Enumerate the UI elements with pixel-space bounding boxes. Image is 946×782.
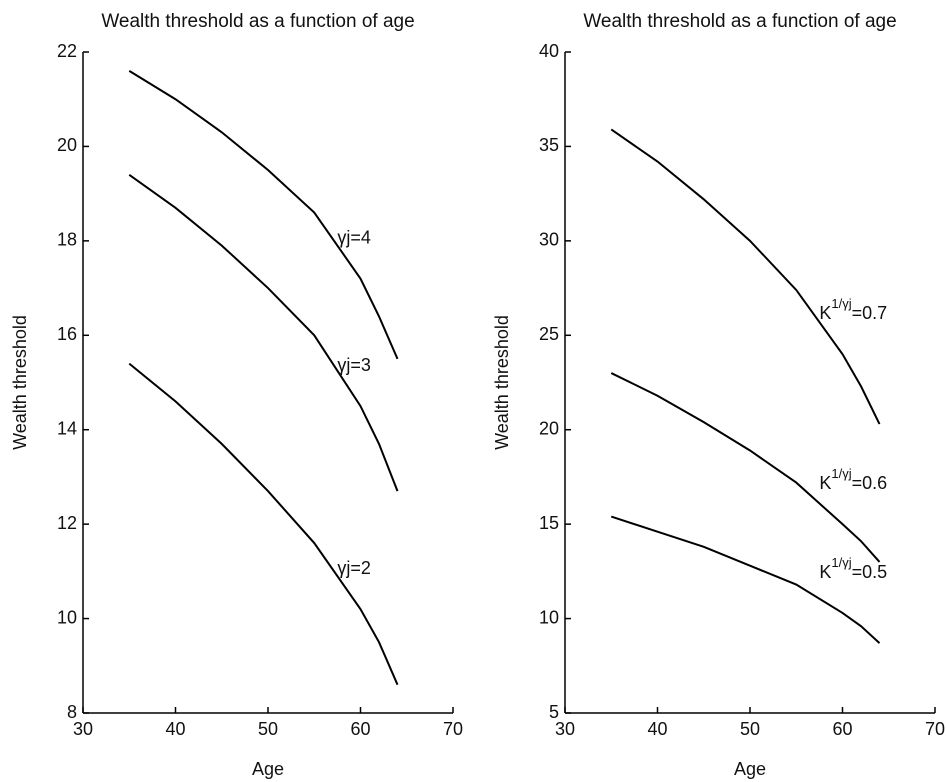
- x-tick-label: 50: [740, 719, 760, 739]
- label-sup: 1/γj: [831, 467, 851, 482]
- label-base: K: [819, 303, 831, 323]
- y-tick-label: 35: [539, 135, 559, 155]
- y-axis-label: Wealth threshold: [492, 315, 512, 450]
- x-tick-label: 70: [443, 719, 463, 739]
- y-tick-label: 20: [57, 135, 77, 155]
- line-label: γj=3: [337, 355, 371, 375]
- y-tick-label: 40: [539, 41, 559, 61]
- line-label: K1/γj=0.6: [819, 467, 887, 493]
- label-rest: =3: [350, 355, 371, 375]
- y-axis-label: Wealth threshold: [10, 315, 30, 450]
- line: [610, 372, 881, 563]
- label-base: γj: [337, 558, 350, 578]
- label-sup: 1/γj: [831, 297, 851, 312]
- y-tick-label: 30: [539, 230, 559, 250]
- x-axis-label: Age: [734, 759, 766, 779]
- line: [610, 515, 881, 644]
- line: [610, 128, 881, 425]
- line-label: γj=2: [337, 558, 371, 578]
- y-tick-label: 8: [67, 702, 77, 722]
- line-label: K1/γj=0.7: [819, 297, 887, 323]
- y-tick-label: 25: [539, 324, 559, 344]
- line: [128, 173, 399, 492]
- x-tick-label: 60: [832, 719, 852, 739]
- y-tick-label: 20: [539, 418, 559, 438]
- label-base: γj: [337, 227, 350, 247]
- line: [128, 70, 399, 360]
- y-tick-label: 10: [539, 607, 559, 627]
- x-tick-label: 30: [73, 719, 93, 739]
- y-tick-label: 12: [57, 513, 77, 533]
- y-tick-label: 18: [57, 230, 77, 250]
- x-tick-label: 30: [555, 719, 575, 739]
- y-tick-label: 14: [57, 418, 77, 438]
- y-tick-label: 22: [57, 41, 77, 61]
- chart-title: Wealth threshold as a function of age: [101, 11, 414, 32]
- x-tick-label: 40: [647, 719, 667, 739]
- line-label: K1/γj=0.5: [819, 555, 887, 581]
- label-base: γj: [337, 355, 350, 375]
- label-sup: 1/γj: [831, 555, 851, 570]
- chart-title: Wealth threshold as a function of age: [583, 11, 896, 32]
- y-tick-label: 5: [549, 702, 559, 722]
- y-tick-label: 15: [539, 513, 559, 533]
- x-axis-label: Age: [252, 759, 284, 779]
- x-tick-label: 40: [165, 719, 185, 739]
- y-tick-label: 10: [57, 607, 77, 627]
- label-rest: =0.5: [852, 562, 888, 582]
- label-rest: =2: [350, 558, 371, 578]
- label-rest: =0.6: [852, 473, 888, 493]
- line: [128, 362, 399, 686]
- label-rest: =4: [350, 227, 371, 247]
- x-tick-label: 70: [925, 719, 945, 739]
- label-base: K: [819, 473, 831, 493]
- line-label: γj=4: [337, 227, 371, 247]
- x-tick-label: 50: [258, 719, 278, 739]
- y-tick-label: 16: [57, 324, 77, 344]
- label-rest: =0.7: [852, 303, 888, 323]
- label-base: K: [819, 562, 831, 582]
- x-tick-label: 60: [350, 719, 370, 739]
